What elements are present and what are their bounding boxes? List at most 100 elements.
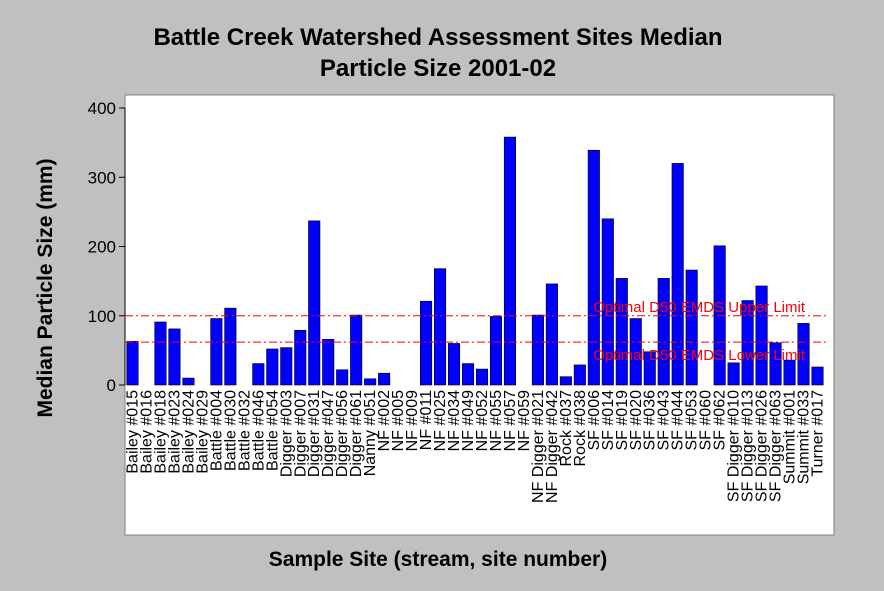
x-tick-label: Digger #003 xyxy=(278,390,295,477)
x-tick-label: Battle #046 xyxy=(250,390,267,471)
x-tick-label: Rock #038 xyxy=(572,390,589,467)
x-tick-label: SF #014 xyxy=(600,390,617,451)
bar xyxy=(559,376,572,386)
bar xyxy=(601,218,614,386)
x-tick-label: SF Digger #010 xyxy=(726,390,743,502)
x-tick-label: NF #057 xyxy=(502,390,519,451)
x-tick-label: Battle #004 xyxy=(208,390,225,471)
x-tick-label: Battle #054 xyxy=(264,390,281,471)
bar xyxy=(434,268,447,386)
x-tick-label: NF #025 xyxy=(432,390,449,451)
x-tick-label: Turner #017 xyxy=(810,390,827,477)
bar xyxy=(420,300,433,386)
bar xyxy=(503,136,516,386)
x-tick-label: Digger #056 xyxy=(334,390,351,477)
bar xyxy=(755,285,768,386)
x-tick-label: NF #011 xyxy=(418,390,435,450)
x-tick-label: Summit #001 xyxy=(782,390,799,484)
y-tick-label: 100 xyxy=(88,307,116,326)
bar xyxy=(489,316,503,386)
bar xyxy=(587,149,600,386)
bar xyxy=(573,364,586,386)
bar xyxy=(266,348,279,386)
bar xyxy=(769,342,782,386)
bar xyxy=(741,300,754,386)
bar xyxy=(545,283,558,386)
x-tick-label: Battle #030 xyxy=(222,390,239,471)
chart-title-line2: Particle Size 2001-02 xyxy=(320,55,556,82)
bar xyxy=(615,278,628,386)
x-tick-label: Rock #037 xyxy=(558,390,575,467)
x-tick-label: Bailey #029 xyxy=(194,390,211,474)
x-tick-label: NF #005 xyxy=(390,390,407,451)
x-tick-label: NF #055 xyxy=(488,390,505,451)
bar xyxy=(280,347,293,386)
bar xyxy=(783,359,796,386)
bar xyxy=(126,341,139,386)
x-tick-label: NF #049 xyxy=(460,390,477,451)
x-tick-label: SF #043 xyxy=(656,390,673,451)
bar xyxy=(182,377,195,386)
reference-line-label: Optimal D50 EMDS Lower Limit xyxy=(593,347,806,364)
bars xyxy=(126,136,824,386)
bar xyxy=(643,351,656,386)
y-axis-title: Median Particle Size (mm) xyxy=(34,158,57,417)
x-tick-label: Digger #031 xyxy=(306,390,323,477)
y-tick-label: 200 xyxy=(88,238,116,257)
x-tick-label: SF #060 xyxy=(698,390,715,451)
x-tick-label: NF #059 xyxy=(516,390,533,451)
bar xyxy=(811,366,824,386)
x-tick-label: Bailey #023 xyxy=(166,390,183,474)
bar xyxy=(685,269,698,386)
bar xyxy=(168,328,181,386)
x-tick-label: Nanny #051 xyxy=(362,390,379,476)
x-tick-label: SF Digger #013 xyxy=(740,390,757,502)
x-tick-label: SF Digger #063 xyxy=(768,390,785,502)
x-tick-label: SF #053 xyxy=(684,390,701,451)
x-tick-label: NF #002 xyxy=(376,390,393,451)
bar xyxy=(378,372,391,386)
bar xyxy=(154,321,167,386)
x-tick-label: NF Digger #021 xyxy=(530,390,547,503)
x-tick-label: NF #052 xyxy=(474,390,491,451)
x-tick-label: SF #020 xyxy=(628,390,645,451)
x-tick-label: Summit #033 xyxy=(796,390,813,484)
bar xyxy=(531,314,544,386)
x-tick-label: Bailey #024 xyxy=(180,390,197,474)
bar xyxy=(461,363,475,386)
x-tick-label: SF #036 xyxy=(642,390,659,451)
bar xyxy=(224,307,237,386)
chart-title-line1: Battle Creek Watershed Assessment Sites … xyxy=(153,24,722,51)
x-tick-label: NF Digger #042 xyxy=(544,390,561,503)
y-ticks: 0 100 200 300 400 xyxy=(88,99,125,395)
bar xyxy=(475,368,489,386)
x-axis-title: Sample Site (stream, site number) xyxy=(269,548,607,571)
bar xyxy=(322,338,335,386)
y-tick-label: 300 xyxy=(88,168,116,187)
bar xyxy=(294,329,307,386)
x-tick-label: SF Digger #026 xyxy=(754,390,771,502)
x-tick-label: SF #006 xyxy=(586,390,603,451)
bar xyxy=(350,314,363,386)
bar xyxy=(657,278,670,386)
bar xyxy=(336,369,349,386)
x-tick-label: SF #044 xyxy=(670,390,687,451)
reference-lines: Optimal D50 EMDS Upper Limit Optimal D50 … xyxy=(125,299,826,364)
reference-line-label: Optimal D50 EMDS Upper Limit xyxy=(593,299,806,316)
x-tick-label: SF #062 xyxy=(712,390,729,451)
bar xyxy=(671,163,684,386)
y-tick-label: 400 xyxy=(88,99,116,118)
x-tick-label: Battle #032 xyxy=(236,390,253,471)
bar xyxy=(727,362,740,386)
y-tick-label: 0 xyxy=(107,376,116,395)
x-tick-label: Bailey #018 xyxy=(152,390,169,474)
bar xyxy=(797,323,810,386)
x-tick-label: Digger #061 xyxy=(348,390,365,477)
bar xyxy=(252,363,265,386)
bar xyxy=(308,220,321,386)
bar xyxy=(364,378,377,386)
x-tick-label: NF #009 xyxy=(404,390,421,451)
x-tick-label: Bailey #016 xyxy=(138,390,155,474)
